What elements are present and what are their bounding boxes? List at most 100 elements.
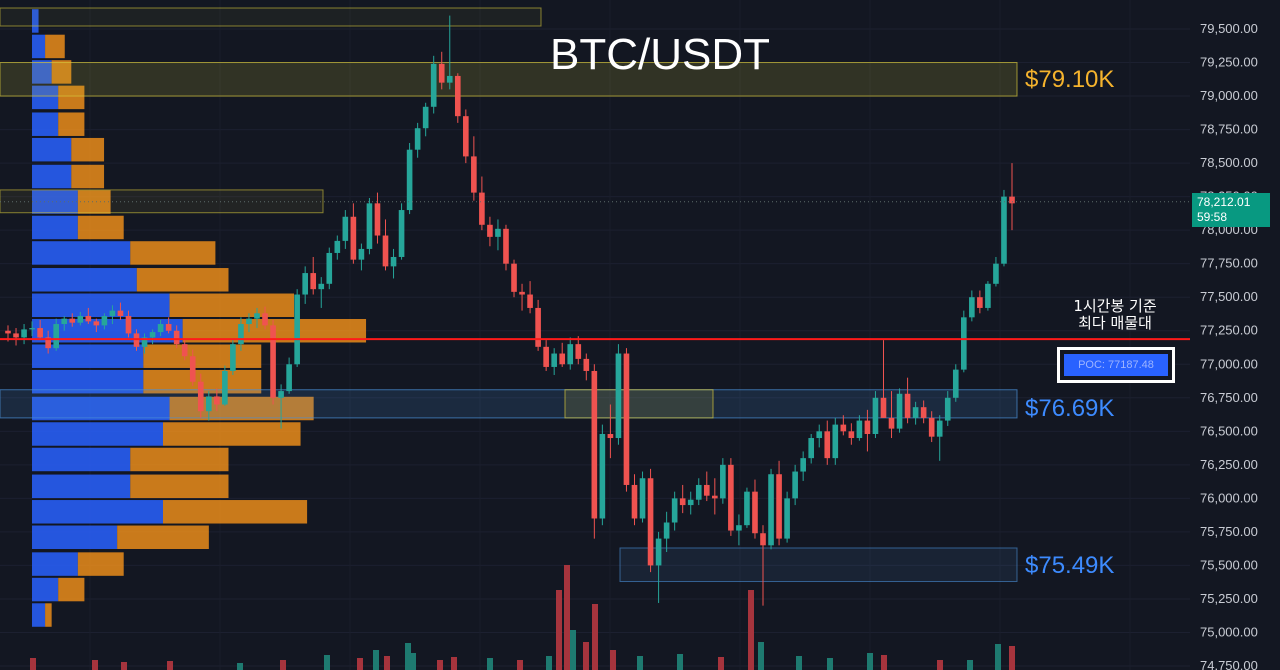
volume-profile-sell <box>58 112 85 136</box>
volume-bar <box>592 604 598 670</box>
candle-body <box>816 431 823 439</box>
candle-body <box>663 522 670 539</box>
volume-profile-sell <box>163 500 308 524</box>
candle-body <box>977 297 983 308</box>
volume-bar <box>405 643 411 670</box>
candle-body <box>270 325 276 398</box>
support-label-75k: $75.49K <box>1025 552 1115 579</box>
candle-body <box>511 263 517 292</box>
candle-body <box>864 420 871 434</box>
candle-body <box>952 369 959 398</box>
last-price: 78,212.01 <box>1197 195 1251 209</box>
volume-bar <box>796 656 802 670</box>
volume-profile-buy <box>32 60 52 84</box>
candle-body <box>872 397 879 434</box>
volume-profile-sell <box>51 60 72 84</box>
volume-bar <box>487 658 493 670</box>
candle-body <box>960 317 967 370</box>
candle-body <box>438 63 445 83</box>
candle-body <box>495 228 501 237</box>
candle-body <box>519 291 525 295</box>
candle-body <box>286 364 292 392</box>
candle-body <box>800 458 806 472</box>
candle-body <box>37 328 43 338</box>
y-axis-tick-label: 77,000.00 <box>1200 356 1258 371</box>
candle-body <box>254 313 260 319</box>
candle-body <box>904 393 911 418</box>
zone-overlap <box>564 389 714 419</box>
volume-profile-sell <box>58 577 85 602</box>
candle-body <box>896 393 903 429</box>
candle-body <box>165 324 172 331</box>
candle-body <box>969 297 975 318</box>
volume-bar <box>937 660 943 670</box>
zone-top-band <box>0 7 542 27</box>
candle-body <box>350 216 357 260</box>
candle-body <box>230 344 236 371</box>
candle-body <box>880 397 887 418</box>
support-zone-76k <box>0 389 1018 419</box>
candle-body <box>45 337 51 349</box>
y-axis-tick-label: 74,750.00 <box>1200 658 1258 670</box>
candle-body <box>912 407 919 418</box>
y-axis-tick-label: 79,500.00 <box>1200 21 1258 36</box>
candle-body <box>342 216 349 241</box>
candle-body <box>583 358 590 371</box>
y-axis-tick-label: 76,750.00 <box>1200 390 1258 405</box>
resistance-label-79k: $79.10K <box>1025 66 1115 93</box>
volume-profile-sell <box>45 34 65 59</box>
volume-bar <box>280 660 286 670</box>
volume-bar <box>758 642 764 670</box>
candle-body <box>222 370 228 405</box>
y-axis-tick-label: 76,500.00 <box>1200 423 1258 438</box>
candle-body <box>607 433 614 439</box>
candle-body <box>310 273 317 290</box>
candle-body <box>808 438 815 459</box>
volume-profile-buy <box>32 369 144 394</box>
volume-profile-buy <box>32 603 46 627</box>
resistance-zone <box>0 62 1018 97</box>
candle-body <box>559 353 566 365</box>
volume-profile-buy <box>32 190 78 214</box>
y-axis-tick-label: 75,500.00 <box>1200 557 1258 572</box>
candle-body <box>752 491 758 534</box>
candle-body <box>647 478 654 566</box>
candle-body <box>85 315 92 322</box>
y-axis-tick-label: 76,000.00 <box>1200 490 1258 505</box>
candle-body <box>406 149 413 211</box>
volume-profile-buy <box>32 268 137 292</box>
volume-profile-buy <box>32 9 39 33</box>
volume-bar <box>410 653 416 670</box>
candle-body <box>101 315 108 326</box>
candle-body <box>214 396 220 405</box>
candle-body <box>446 75 453 83</box>
volume-profile-sell <box>77 552 124 576</box>
volume-bar <box>718 657 724 670</box>
candle-body <box>655 538 662 566</box>
candle-body <box>398 210 405 257</box>
poc-label: POC: 77187.48 <box>1064 354 1168 376</box>
candle-body <box>591 370 598 519</box>
candle-body <box>382 235 389 267</box>
candle-body <box>117 310 124 316</box>
volume-profile-sell <box>77 190 111 214</box>
candle-body <box>463 116 469 157</box>
candle-body <box>776 474 782 539</box>
volume-bar <box>92 660 98 670</box>
candle-body <box>768 474 774 546</box>
candle-body <box>414 128 421 150</box>
volume-profile-sell <box>71 164 105 189</box>
candle-body <box>471 156 477 193</box>
candle-body <box>318 283 325 290</box>
candle-body <box>69 318 76 323</box>
candle-body <box>246 318 252 325</box>
candle-body <box>848 431 855 439</box>
candle-body <box>840 424 847 432</box>
volume-profile-buy <box>32 500 163 524</box>
volume-profile-sell <box>169 396 314 421</box>
volume-bar <box>677 654 683 670</box>
candle-body <box>141 337 148 347</box>
volume-bar <box>967 660 973 670</box>
volume-bar <box>437 660 443 670</box>
